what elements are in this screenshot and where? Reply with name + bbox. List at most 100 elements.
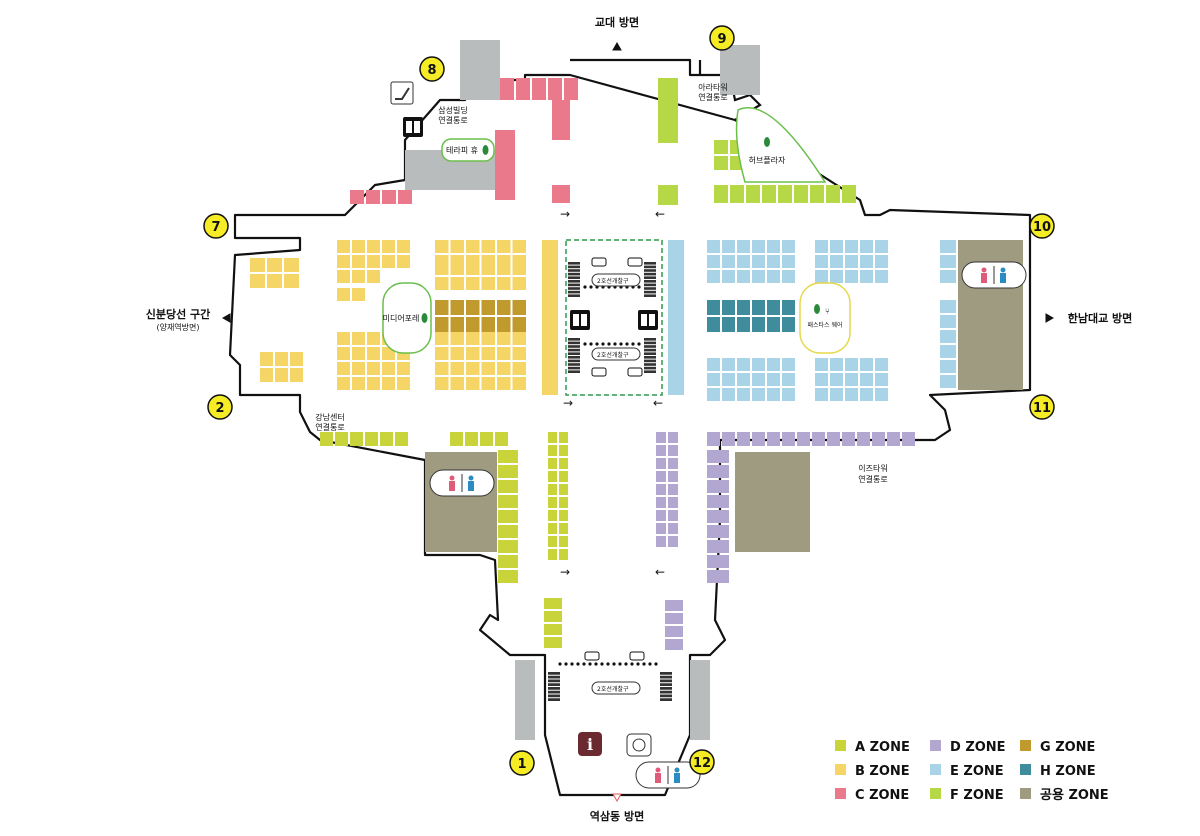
legend-label-c: C ZONE xyxy=(855,788,909,803)
a-zone-cell xyxy=(380,432,393,446)
e-zone-cell xyxy=(940,270,956,283)
elevator-door-left xyxy=(641,314,647,326)
e-zone-cell xyxy=(940,330,956,343)
d-zone-cell xyxy=(707,432,720,446)
common-zone-bottom-left xyxy=(425,452,497,552)
zones-layer xyxy=(250,40,1023,740)
baby-care-icon xyxy=(626,733,652,757)
gate-dot xyxy=(618,662,622,666)
h-zone-cell xyxy=(767,300,780,315)
b-zone-cell xyxy=(275,352,288,366)
e-zone-cell xyxy=(722,373,735,386)
f-zone-cell xyxy=(658,185,678,205)
e-zone-cell xyxy=(707,255,720,268)
d-zone-cell xyxy=(857,432,870,446)
e-zone-cell xyxy=(860,255,873,268)
e-zone-cell xyxy=(875,255,888,268)
stair-step xyxy=(568,359,580,363)
b-zone-cell xyxy=(481,262,495,275)
g-zone-cell xyxy=(481,317,495,332)
b-zone-cell xyxy=(352,288,365,301)
e-zone-cell xyxy=(707,388,720,401)
e-zone-cell xyxy=(752,240,765,253)
a-zone-cell xyxy=(544,598,562,609)
e-zone-cell xyxy=(737,270,750,283)
stair-step xyxy=(644,341,656,345)
h-zone-cell xyxy=(782,300,795,315)
a-zone-cell xyxy=(498,525,518,538)
h-zone-cell xyxy=(752,300,765,315)
e-zone-cell xyxy=(707,358,720,371)
exit-2-label: 2 xyxy=(215,401,224,416)
d-zone-cell xyxy=(767,432,780,446)
service-gray-block xyxy=(515,660,535,740)
exit-2-marker xyxy=(207,394,233,420)
herb-plaza-label: 허브플라자 xyxy=(749,156,786,165)
a-zone-cell xyxy=(544,637,562,648)
e-zone-cell xyxy=(860,240,873,253)
exit-12-label: 12 xyxy=(693,756,711,771)
stair-step xyxy=(568,262,580,265)
gate-dot xyxy=(654,662,658,666)
stair-step xyxy=(548,690,560,694)
g-zone-cell xyxy=(450,300,464,315)
b-zone-cell xyxy=(450,347,464,360)
d-zone-cell xyxy=(668,497,678,508)
a-zone-cell xyxy=(548,536,557,547)
c-zone-cell xyxy=(516,78,530,100)
d-zone-cell xyxy=(665,639,683,650)
arrow-right-icon xyxy=(1045,313,1055,323)
a-zone-cell xyxy=(559,549,568,560)
stair-step xyxy=(660,694,672,698)
e-zone-cell xyxy=(722,358,735,371)
b-zone-cell xyxy=(497,240,511,253)
stair-step xyxy=(568,363,580,366)
b-zone-strip xyxy=(542,240,558,395)
f-zone-cell xyxy=(714,185,728,203)
e-zone-cell xyxy=(860,358,873,371)
d-zone-cell xyxy=(797,432,810,446)
b-zone-cell xyxy=(435,347,449,360)
legend-swatch-g xyxy=(1020,740,1031,751)
stair-step xyxy=(644,348,656,352)
b-zone-cell xyxy=(337,362,350,375)
f-zone-cell xyxy=(842,185,856,203)
exit-11-label: 11 xyxy=(1033,401,1051,416)
b-zone-cell xyxy=(512,377,526,390)
e-zone-cell xyxy=(815,240,828,253)
gate-dot xyxy=(624,662,628,666)
d-zone-cell xyxy=(707,540,729,553)
d-zone-cell xyxy=(668,458,678,469)
male-icon xyxy=(1000,267,1006,273)
gate-dot xyxy=(570,662,574,666)
b-zone-cell xyxy=(481,377,495,390)
gate-dot xyxy=(589,285,593,289)
g-zone-cell xyxy=(512,317,526,332)
a-zone-cell xyxy=(559,471,568,482)
b-zone-cell xyxy=(481,347,495,360)
arrow-left-icon xyxy=(221,313,231,323)
a-zone-cell xyxy=(559,523,568,534)
train-icon xyxy=(591,257,607,267)
e-zone-cell xyxy=(940,255,956,268)
b-zone-cell xyxy=(435,277,449,290)
leaf-icon xyxy=(764,137,770,147)
g-zone-cell xyxy=(435,317,449,332)
d-zone-cell xyxy=(668,445,678,456)
gate-dot xyxy=(583,285,587,289)
upper-line-label: 2호선 xyxy=(597,277,612,285)
stair-step xyxy=(568,290,580,294)
a-zone-cell xyxy=(548,523,557,534)
d-zone-cell xyxy=(668,510,678,521)
a-zone-cell xyxy=(548,445,557,456)
leaf-icon xyxy=(482,145,489,155)
exit-7-label: 7 xyxy=(211,220,220,235)
b-zone-cell xyxy=(466,362,480,375)
d-zone-cell xyxy=(902,432,915,446)
female-icon xyxy=(655,767,661,773)
c-zone-cell xyxy=(398,190,412,204)
c-zone-cell xyxy=(552,185,570,203)
stair-step xyxy=(644,262,656,265)
exit-10-label: 10 xyxy=(1033,220,1051,235)
b-zone-cell xyxy=(512,277,526,290)
